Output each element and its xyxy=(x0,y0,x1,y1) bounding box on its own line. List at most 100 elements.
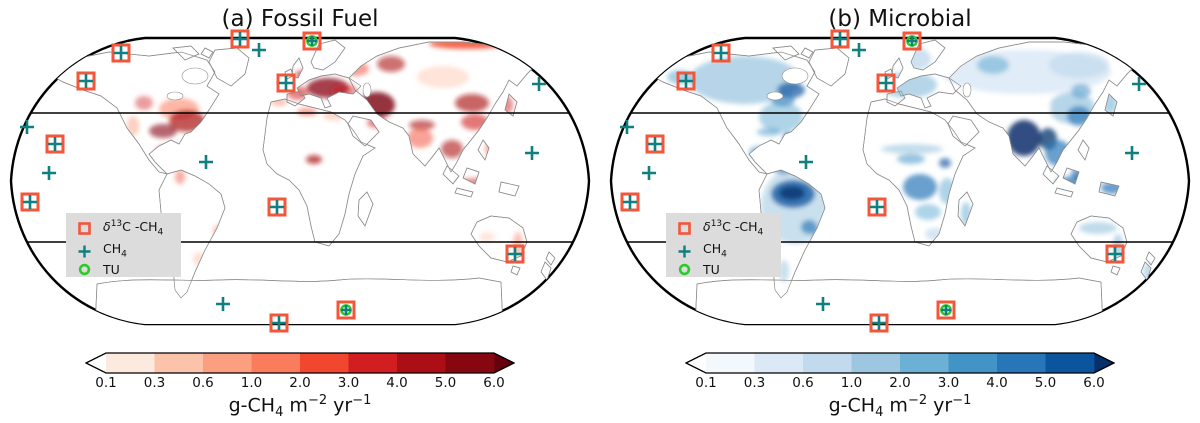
legend-item-tu: TU xyxy=(77,262,181,277)
coastline-overlay xyxy=(648,39,1156,324)
colorbar-tick: 6.0 xyxy=(1083,375,1105,391)
station-marker-square_cross xyxy=(830,29,850,49)
colorbar-segment xyxy=(948,353,998,373)
station-marker-cross xyxy=(199,155,213,169)
panel-microbial: (b) Microbial δ13C -CH4 CH4 TU 0.1 xyxy=(600,0,1200,420)
colorbar-label-fossil: g-CH4 m−2 yr−1 xyxy=(228,393,372,421)
colorbar-tick: 5.0 xyxy=(434,375,457,391)
station-marker-tu xyxy=(302,31,322,51)
station-markers xyxy=(620,29,1146,333)
colorbar-tick: 2.0 xyxy=(289,375,311,391)
colorbar-segment xyxy=(445,353,495,373)
colorbar-segment xyxy=(300,353,349,373)
world-map-fossil-fuel xyxy=(9,29,591,333)
station-marker-cross xyxy=(42,166,56,180)
colorbar-outline xyxy=(685,352,1115,374)
legend-label-d13c: δ13C -CH4 xyxy=(103,218,164,238)
legend-item-ch4: CH4 xyxy=(677,241,781,263)
colorbar-tick: 4.0 xyxy=(986,375,1008,391)
legend-item-d13c: δ13C -CH4 xyxy=(77,217,181,241)
station-marker-cross xyxy=(816,297,830,311)
legend-label-ch4: CH4 xyxy=(703,240,727,260)
lake xyxy=(781,67,809,85)
station-marker-square_cross xyxy=(869,313,889,333)
colorbar-microbial xyxy=(685,352,1115,374)
lake xyxy=(766,91,784,101)
colorbar-segment xyxy=(397,353,446,373)
colorbar-label-microbial: g-CH4 m−2 yr−1 xyxy=(828,393,972,421)
panel-fossil-fuel: (a) Fossil Fuel δ13C -CH4 CH4 TU 0 xyxy=(0,0,600,420)
colorbar-tick: 2.0 xyxy=(889,375,911,391)
legend-item-d13c: δ13C -CH4 xyxy=(677,217,781,241)
station-marker-square_cross xyxy=(620,192,640,212)
colorbar-segment xyxy=(154,353,204,373)
station-marker-cross xyxy=(620,120,634,134)
station-marker-square_cross xyxy=(867,197,887,217)
station-marker-cross xyxy=(532,77,546,91)
colorbar-segment xyxy=(997,353,1046,373)
colorbar-block-microbial: 0.1 0.3 0.6 1.0 2.0 3.0 4.0 5.0 6.0 g-CH4 m−2 yr… xyxy=(685,352,1115,420)
station-marker-tu xyxy=(902,31,922,51)
legend-label-ch4: CH4 xyxy=(103,240,127,260)
colorbar-outline xyxy=(85,352,515,374)
station-marker-square_cross xyxy=(876,73,896,93)
station-marker-square_cross xyxy=(45,134,65,154)
colorbar-tick: 5.0 xyxy=(1034,375,1057,391)
colorbar-tick: 0.1 xyxy=(95,375,117,391)
station-marker-cross xyxy=(216,297,230,311)
colorbar-tick: 4.0 xyxy=(386,375,408,391)
map-wrap-microbial: δ13C -CH4 CH4 TU xyxy=(609,29,1191,333)
station-legend: δ13C -CH4 CH4 TU xyxy=(66,212,182,277)
station-marker-square_cross xyxy=(505,244,525,264)
station-marker-square_cross xyxy=(230,29,250,49)
panel-title-fossil-fuel: (a) Fossil Fuel xyxy=(221,6,379,32)
station-marker-cross xyxy=(852,43,866,57)
lake xyxy=(962,82,972,98)
colorbar-segment xyxy=(803,353,852,373)
colorbar-tick: 1.0 xyxy=(840,375,863,391)
cross-marker-icon xyxy=(78,245,91,258)
station-marker-square_cross xyxy=(645,134,665,154)
colorbar-tick: 0.1 xyxy=(695,375,717,391)
square-marker-icon xyxy=(78,222,91,236)
lake xyxy=(362,82,372,98)
legend-label-d13c: δ13C -CH4 xyxy=(703,218,764,238)
colorbar-ticks-microbial: 0.1 0.3 0.6 1.0 2.0 3.0 4.0 5.0 6.0 xyxy=(685,375,1115,392)
colorbar-segment xyxy=(203,353,252,373)
colorbar-segment xyxy=(106,353,155,373)
legend-label-tu: TU xyxy=(703,262,720,278)
colorbar-under-arrow xyxy=(686,353,706,373)
circle-marker-icon xyxy=(678,263,691,276)
station-marker-square_cross xyxy=(76,71,96,91)
colorbar-tick: 6.0 xyxy=(483,375,505,391)
legend-item-tu: TU xyxy=(677,262,781,277)
station-marker-square_cross xyxy=(711,43,731,63)
colorbar-segment xyxy=(900,353,949,373)
station-marker-cross xyxy=(799,155,813,169)
station-markers xyxy=(20,29,546,333)
colorbar-over-arrow xyxy=(494,353,514,373)
station-marker-square_cross xyxy=(1105,244,1125,264)
colorbar-ticks-fossil: 0.1 0.3 0.6 1.0 2.0 3.0 4.0 5.0 6.0 xyxy=(85,375,515,392)
station-marker-square_cross xyxy=(676,71,696,91)
colorbar-segment xyxy=(754,353,804,373)
station-marker-cross xyxy=(1132,77,1146,91)
station-marker-square_cross xyxy=(111,43,131,63)
legend-item-ch4: CH4 xyxy=(77,241,181,263)
station-marker-tu xyxy=(936,300,956,320)
colorbar-segment xyxy=(348,353,398,373)
colorbar-tick: 0.6 xyxy=(792,375,814,391)
map-wrap-fossil: δ13C -CH4 CH4 TU xyxy=(9,29,591,333)
world-map-microbial xyxy=(609,29,1191,333)
lake xyxy=(166,91,184,101)
colorbar-tick: 0.3 xyxy=(743,375,766,391)
station-marker-square_cross xyxy=(269,313,289,333)
station-marker-cross xyxy=(20,120,34,134)
station-marker-square_cross xyxy=(20,192,40,212)
colorbar-block-fossil: 0.1 0.3 0.6 1.0 2.0 3.0 4.0 5.0 6.0 g-CH4 m−2 yr… xyxy=(85,352,515,420)
legend-label-tu: TU xyxy=(103,262,120,278)
colorbar-tick: 0.6 xyxy=(192,375,214,391)
station-marker-square_cross xyxy=(276,73,296,93)
square-marker-icon xyxy=(678,222,691,236)
